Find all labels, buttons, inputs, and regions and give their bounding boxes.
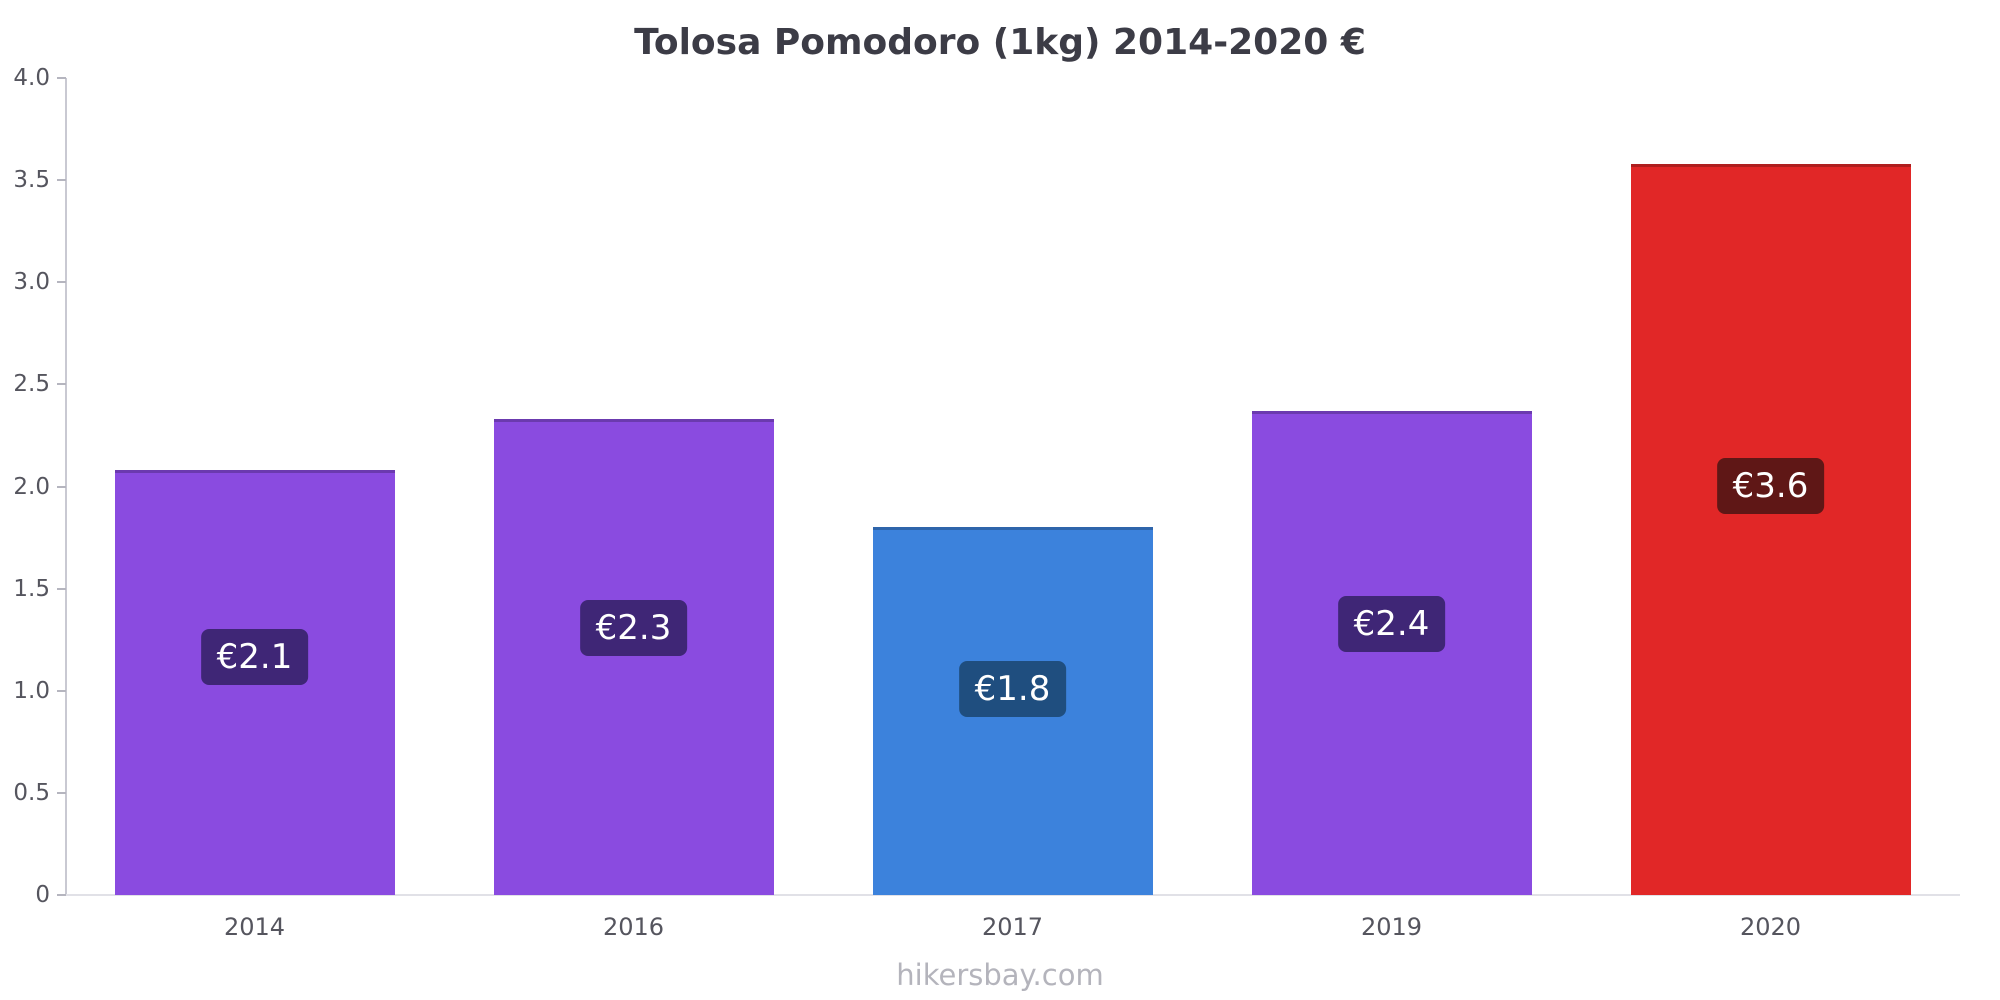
x-tick-label: 2016 (602, 913, 665, 941)
y-tick-label: 4.0 (13, 65, 50, 91)
y-tick-label: 1.5 (13, 575, 50, 602)
y-axis-tick (57, 281, 66, 284)
y-axis-line (65, 78, 67, 896)
y-tick-label: 0.5 (13, 779, 50, 806)
y-axis-tick (57, 77, 66, 79)
y-axis-tick (57, 689, 66, 692)
y-axis-tick (57, 894, 66, 896)
chart-title: Tolosa Pomodoro (1kg) 2014-2020 € (634, 22, 1366, 63)
y-axis-tick (57, 383, 66, 386)
bar-value-badge: €3.6 (1716, 457, 1825, 514)
bar[interactable] (493, 419, 774, 895)
bar[interactable] (1630, 163, 1911, 895)
x-axis-baseline (65, 894, 1960, 896)
y-axis-tick (57, 791, 66, 794)
y-axis-tick (57, 485, 66, 488)
y-tick-label: 3.0 (13, 269, 50, 296)
y-axis-tick (57, 179, 66, 182)
x-tick-label: 2019 (1360, 913, 1423, 941)
y-tick-label: 0 (35, 882, 50, 908)
y-tick-label: 3.5 (13, 167, 50, 194)
bar-value-badge: €2.4 (1337, 595, 1446, 652)
footer-watermark: hikersbay.com (896, 958, 1104, 992)
y-tick-label: 2.5 (13, 371, 50, 398)
bar-value-badge: €2.1 (200, 629, 309, 686)
x-tick-label: 2014 (223, 913, 286, 941)
y-tick-label: 2.0 (13, 473, 50, 500)
y-axis-tick (57, 587, 66, 590)
bar-value-badge: €1.8 (958, 661, 1067, 718)
bar-value-badge: €2.3 (579, 600, 688, 657)
y-tick-label: 1.0 (13, 677, 50, 704)
bar[interactable] (1251, 410, 1532, 895)
x-tick-label: 2020 (1739, 913, 1802, 941)
x-tick-label: 2017 (981, 913, 1044, 941)
